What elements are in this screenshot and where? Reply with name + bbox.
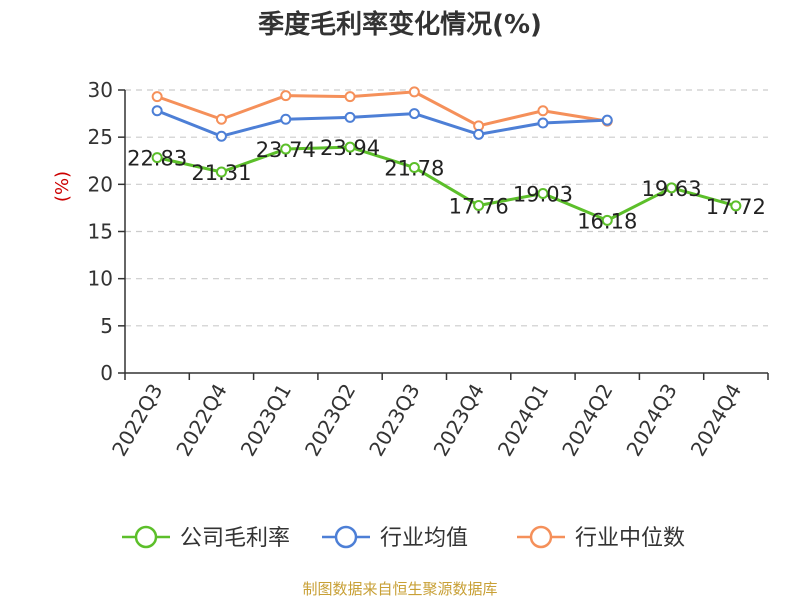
data-label: 17.76 <box>449 194 509 218</box>
data-label: 23.94 <box>320 136 380 160</box>
data-point <box>215 130 227 142</box>
y-tick-label: 25 <box>88 125 113 149</box>
legend-item[interactable]: 公司毛利率 <box>122 525 290 551</box>
x-tick-label: 2023Q3 <box>364 380 424 461</box>
x-tick-label: 2022Q4 <box>171 380 231 461</box>
x-tick-label: 2024Q2 <box>557 380 617 461</box>
data-point <box>601 114 613 126</box>
chart-title: 季度毛利率变化情况(%) <box>258 10 542 40</box>
data-point <box>666 182 678 194</box>
legend-label: 公司毛利率 <box>180 526 290 551</box>
x-tick-label: 2024Q1 <box>493 380 553 461</box>
data-point <box>537 187 549 199</box>
y-axis-unit-label: (%) <box>52 171 73 202</box>
x-tick-label: 2023Q1 <box>236 380 296 461</box>
data-label: 22.83 <box>127 147 187 171</box>
data-label: 16.18 <box>577 209 637 233</box>
data-point <box>280 113 292 125</box>
y-tick-label: 15 <box>88 220 113 244</box>
data-label: 19.03 <box>513 182 573 206</box>
data-point <box>730 200 742 212</box>
data-label: 23.74 <box>256 138 316 162</box>
x-tick-label: 2023Q4 <box>429 380 489 461</box>
data-point <box>151 105 163 117</box>
x-tick-label: 2022Q3 <box>107 380 167 461</box>
x-tick-label: 2024Q4 <box>686 380 746 461</box>
data-label: 17.72 <box>706 195 766 219</box>
legend-item[interactable]: 行业均值 <box>322 525 468 551</box>
source-note: 制图数据来自恒生聚源数据库 <box>302 580 498 598</box>
y-tick-label: 20 <box>88 172 113 196</box>
legend[interactable]: 公司毛利率 行业均值 行业中位数 <box>122 525 685 551</box>
series-line <box>156 145 737 222</box>
data-point <box>344 91 356 103</box>
series-line <box>156 109 608 138</box>
legend-label: 行业中位数 <box>575 526 685 551</box>
data-point <box>280 90 292 102</box>
series-line <box>156 90 608 128</box>
data-point <box>151 152 163 164</box>
data-point <box>408 108 420 120</box>
data-point <box>601 214 613 226</box>
data-point <box>215 166 227 178</box>
y-tick-label: 5 <box>100 314 113 338</box>
legend-marker <box>134 525 158 549</box>
data-label: 19.63 <box>641 177 701 201</box>
data-point <box>344 141 356 153</box>
y-tick-label: 0 <box>100 361 113 385</box>
data-point <box>537 105 549 117</box>
x-tick-label: 2023Q2 <box>300 380 360 461</box>
data-point <box>215 113 227 125</box>
data-label: 21.78 <box>384 157 444 181</box>
y-tick-label: 30 <box>88 78 113 102</box>
data-point <box>408 162 420 174</box>
data-point <box>408 86 420 98</box>
data-point <box>344 111 356 123</box>
data-point <box>473 199 485 211</box>
data-point <box>280 143 292 155</box>
legend-marker <box>334 525 358 549</box>
series-lines <box>151 86 742 226</box>
data-point <box>473 128 485 140</box>
data-point <box>151 91 163 103</box>
y-tick-label: 10 <box>88 267 113 291</box>
legend-marker <box>529 525 553 549</box>
legend-item[interactable]: 行业中位数 <box>517 525 685 551</box>
legend-label: 行业均值 <box>380 526 468 551</box>
grid-lines <box>125 89 768 327</box>
x-tick-label: 2024Q3 <box>621 380 681 461</box>
data-label: 21.31 <box>191 161 251 185</box>
data-point <box>537 117 549 129</box>
